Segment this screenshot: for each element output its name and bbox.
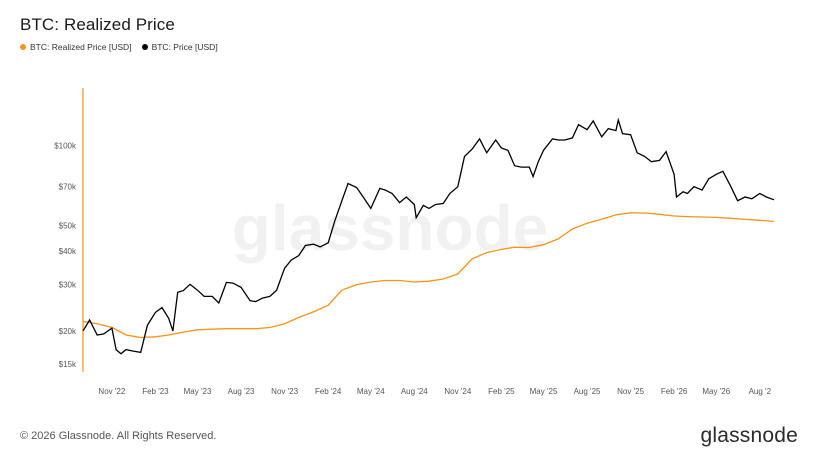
x-tick-label: Nov '24: [444, 387, 471, 396]
y-tick-label: $15k: [59, 360, 77, 369]
legend-dot-price-icon: [141, 44, 148, 50]
x-tick-label: May '24: [357, 387, 385, 396]
x-tick-label: Feb '24: [315, 387, 342, 396]
glassnode-logo[interactable]: glassnode: [700, 424, 798, 447]
x-tick-label: Nov '23: [271, 387, 298, 396]
legend-item-price[interactable]: BTC: Price [USD]: [141, 42, 218, 52]
y-tick-label: $30k: [59, 280, 77, 289]
footer-copyright: © 2026 Glassnode. All Rights Reserved.: [20, 430, 217, 442]
x-axis-ticks: Nov '22 Feb '23 May '23 Aug '23 Nov '23 Feb '…: [98, 387, 771, 396]
x-tick-label: Feb '23: [142, 387, 169, 396]
legend-dot-realized-icon: [20, 44, 26, 50]
y-tick-label: $50k: [59, 221, 77, 230]
legend-label-realized: BTC: Realized Price [USD]: [30, 42, 132, 52]
chart-title: BTC: Realized Price: [20, 15, 175, 34]
chart-legend: BTC: Realized Price [USD] BTC: Price [US…: [20, 42, 218, 52]
x-tick-label: May '23: [184, 387, 212, 396]
y-tick-label: $100k: [54, 142, 77, 151]
x-tick-label: May '26: [702, 387, 730, 396]
x-tick-label: Nov '22: [98, 387, 125, 396]
x-tick-label: Aug '24: [401, 387, 428, 396]
x-tick-label: Nov '25: [617, 387, 644, 396]
series-line-price: [82, 117, 775, 355]
y-tick-label: $70k: [59, 183, 77, 192]
x-tick-label: May '25: [530, 387, 558, 396]
x-tick-label: Aug '23: [228, 387, 255, 396]
watermark: glassnode: [232, 192, 549, 264]
y-tick-label: $20k: [59, 327, 77, 336]
x-tick-label: Aug '25: [574, 387, 601, 396]
legend-item-realized[interactable]: BTC: Realized Price [USD]: [20, 42, 132, 52]
legend-label-price: BTC: Price [USD]: [151, 42, 218, 52]
x-tick-label: Aug '2: [749, 387, 772, 396]
series-line-realized: [82, 212, 775, 339]
x-tick-label: Feb '25: [488, 387, 515, 396]
x-tick-label: Feb '26: [661, 387, 688, 396]
y-tick-label: $40k: [59, 247, 77, 256]
y-axis-ticks: $15k $20k $30k $40k $50k $70k $100k: [54, 142, 77, 369]
